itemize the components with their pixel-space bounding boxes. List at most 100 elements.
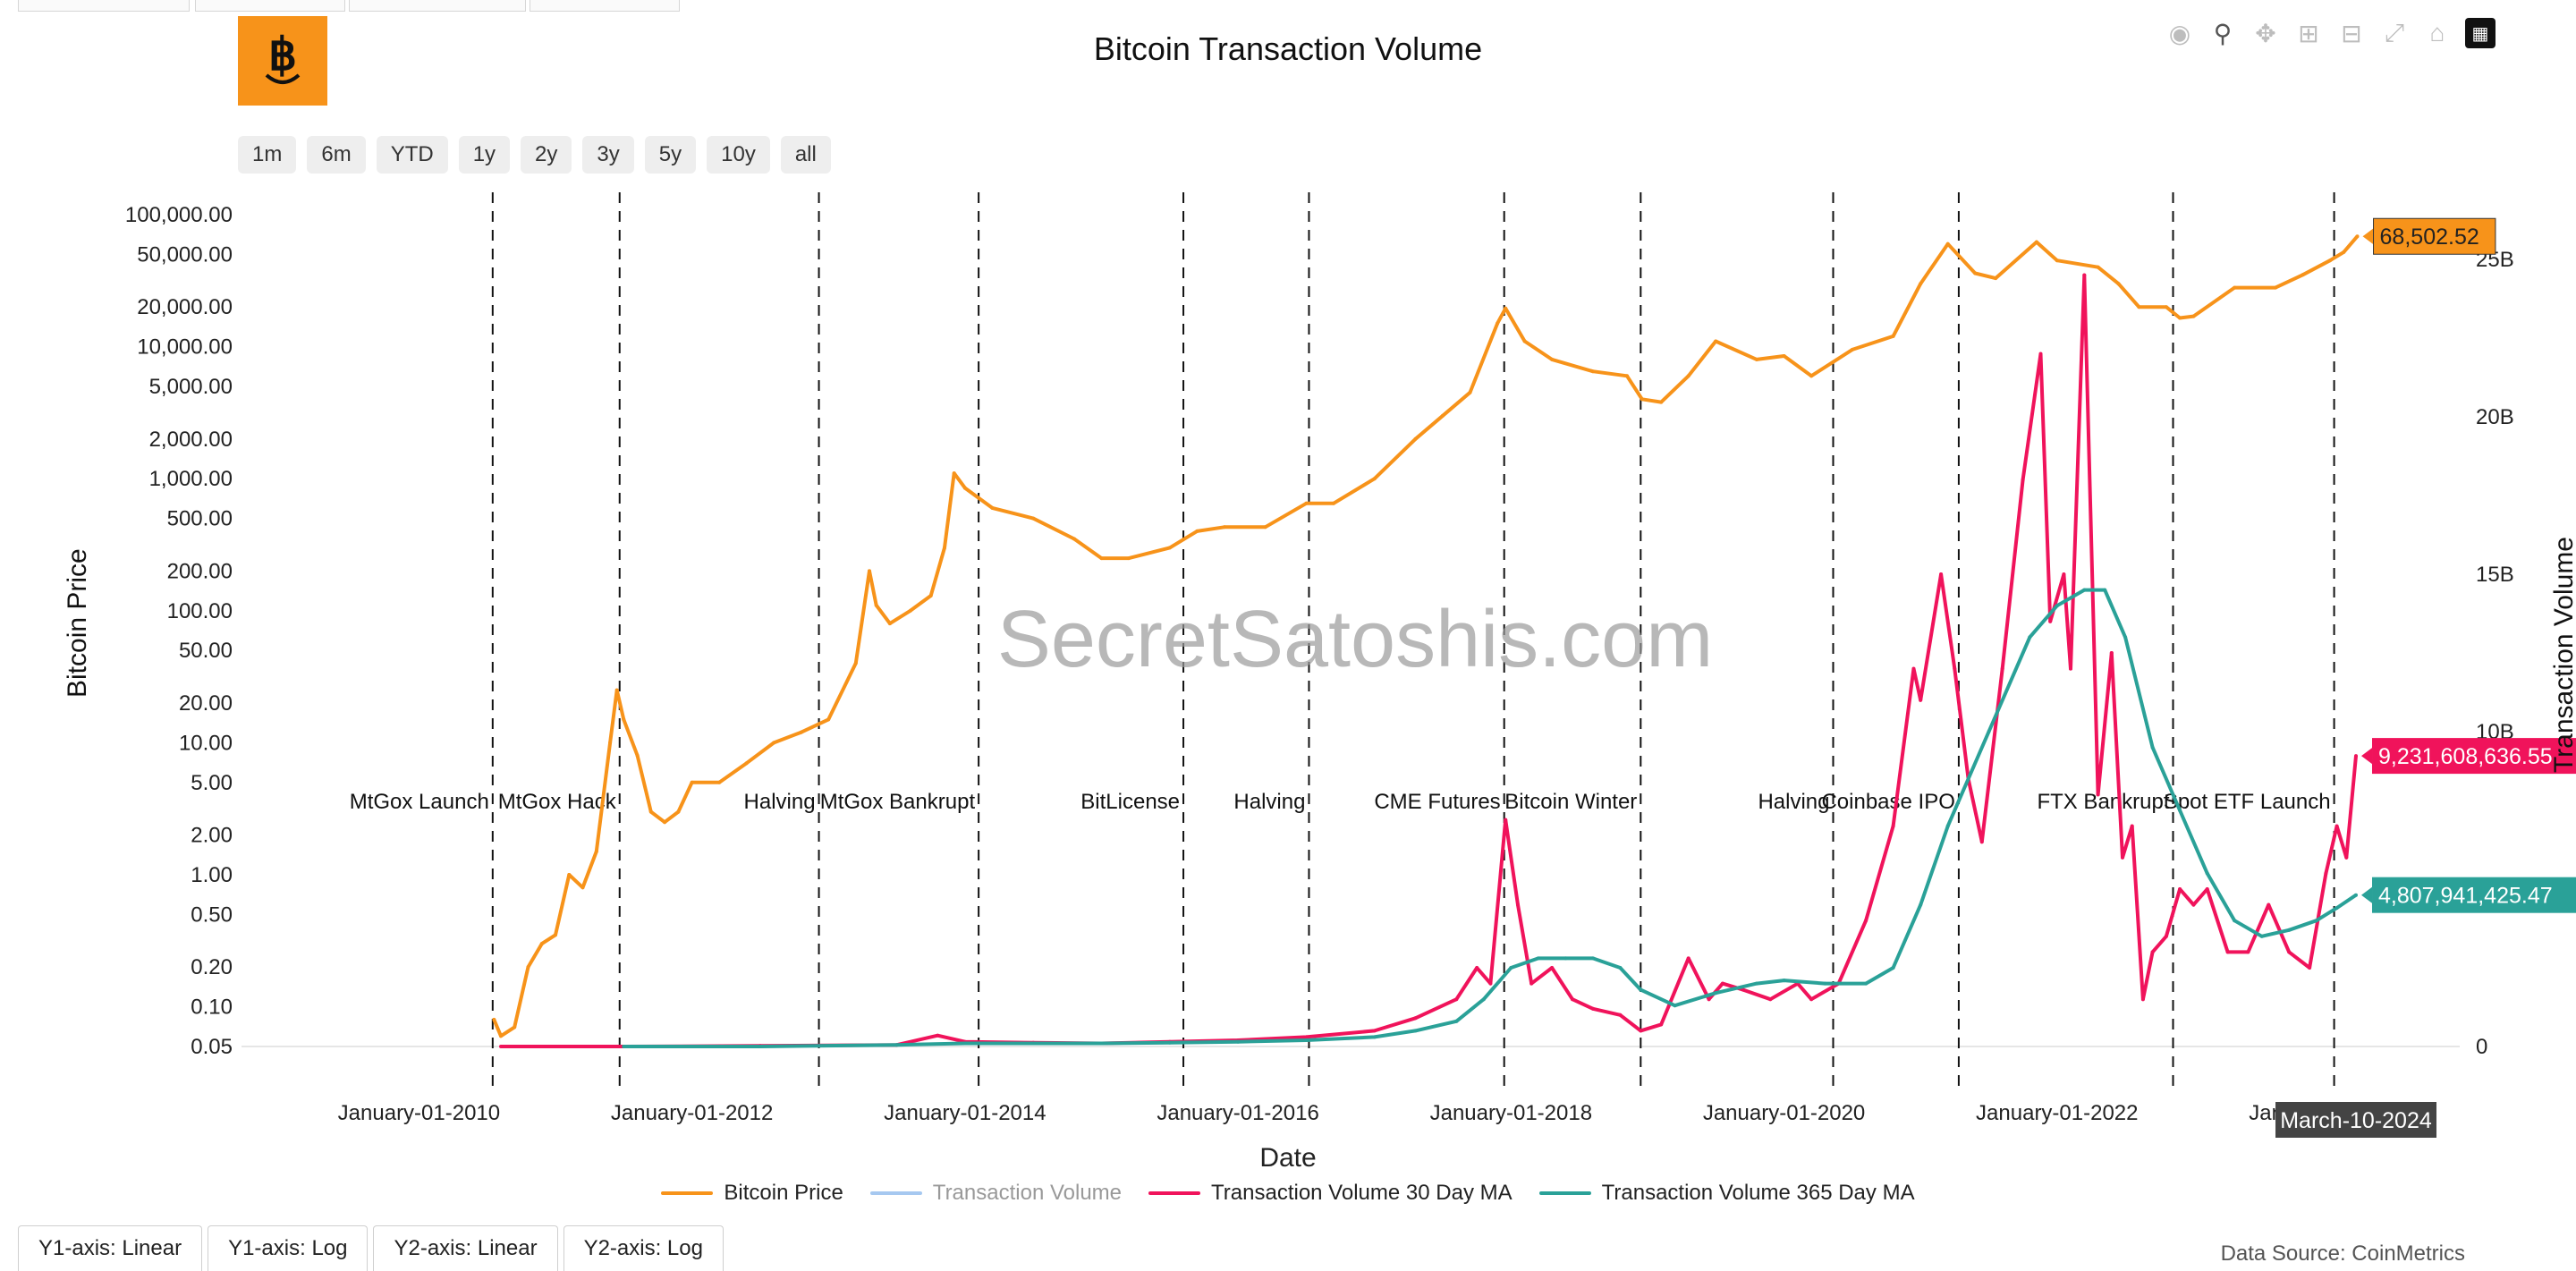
legend-item-bitcoin-price[interactable]: Bitcoin Price [661, 1181, 843, 1206]
data-point-2 [1891, 824, 1895, 828]
data-point-2 [2109, 651, 2114, 655]
plotly-logo-icon[interactable]: ▦ [2465, 18, 2496, 48]
range-button-1y[interactable]: 1y [458, 136, 511, 174]
hover-date-box [2275, 1102, 2437, 1138]
y1-tick-label: 10,000.00 [137, 335, 233, 360]
event-label: FTX Bankrupt [2037, 790, 2169, 814]
tab-stub [195, 0, 345, 12]
data-point-0 [1590, 369, 1595, 374]
data-point-0 [1127, 556, 1131, 561]
data-point-2 [1372, 1029, 1377, 1033]
data-point-2 [2225, 950, 2230, 954]
x-tick-label: January-01-2016 [1157, 1101, 1318, 1125]
data-point-2 [2354, 754, 2358, 758]
range-button-5y[interactable]: 5y [644, 136, 697, 174]
tab-y2-log[interactable]: Y2-axis: Log [563, 1225, 724, 1271]
data-point-2 [1939, 572, 1944, 576]
y1-tick-label: 10.00 [179, 731, 233, 755]
data-point-0 [2274, 285, 2277, 290]
data-point-0 [635, 753, 640, 758]
data-point-0 [1413, 436, 1418, 441]
data-point-0 [928, 594, 933, 597]
data-point-3 [2123, 635, 2128, 640]
data-point-0 [887, 622, 892, 626]
legend-item-volume-365d-ma[interactable]: Transaction Volume 365 Day MA [1538, 1181, 1915, 1206]
legend-swatch [869, 1191, 922, 1195]
data-point-0 [663, 820, 667, 825]
data-point-0 [2164, 305, 2168, 309]
data-point-0 [1031, 516, 1036, 521]
tab-y1-linear[interactable]: Y1-axis: Linear [18, 1225, 203, 1271]
data-point-0 [2328, 258, 2332, 263]
data-point-3 [2150, 745, 2155, 750]
data-point-3 [622, 1045, 626, 1048]
data-point-0 [799, 730, 803, 734]
data-point-0 [1468, 390, 1472, 394]
y1-tick-label: 5,000.00 [149, 375, 233, 399]
data-point-0 [874, 603, 878, 607]
data-point-0 [952, 471, 956, 476]
data-point-2 [1454, 997, 1459, 1002]
watermark-text: SecretSatoshis.com [997, 595, 1713, 684]
range-button-ytd[interactable]: YTD [376, 136, 448, 174]
event-label: Halving [1758, 790, 1829, 814]
data-point-2 [2121, 855, 2124, 860]
data-point-2 [1516, 902, 1520, 907]
reset-home-icon[interactable]: ⌂ [2429, 19, 2445, 47]
y1-tick-label: 5.00 [191, 771, 233, 795]
event-label: Bitcoin Winter [1504, 790, 1637, 814]
pan-icon[interactable]: ✥ [2255, 19, 2276, 47]
data-point-2 [2191, 902, 2196, 907]
zoom-out-icon[interactable]: ⊟ [2341, 19, 2362, 47]
data-point-3 [2287, 928, 2292, 932]
y1-tick-label: 2.00 [191, 824, 233, 848]
data-point-0 [853, 661, 858, 665]
data-point-0 [492, 1017, 496, 1021]
data-point-2 [2062, 572, 2066, 576]
data-point-0 [1919, 282, 1923, 286]
data-point-2 [2150, 950, 2155, 954]
tab-y1-log[interactable]: Y1-axis: Log [208, 1225, 369, 1271]
range-button-1m[interactable]: 1m [238, 136, 297, 174]
range-button-10y[interactable]: 10y [707, 136, 770, 174]
data-point-3 [1372, 1035, 1377, 1039]
camera-icon[interactable]: ◉ [2168, 19, 2191, 47]
data-point-0 [2055, 258, 2059, 263]
data-point-3 [1945, 824, 1950, 828]
data-point-3 [1304, 1038, 1309, 1042]
data-point-2 [1571, 997, 1574, 1002]
range-button-all[interactable]: all [780, 136, 831, 174]
autoscale-icon[interactable]: ⤢ [2384, 18, 2405, 47]
range-button-6m[interactable]: 6m [307, 136, 366, 174]
data-point-3 [2259, 934, 2264, 938]
legend-label: Transaction Volume 365 Day MA [1601, 1181, 1915, 1205]
legend-item-volume-30d-ma[interactable]: Transaction Volume 30 Day MA [1148, 1181, 1513, 1206]
data-point-2 [2205, 887, 2209, 891]
data-point-3 [1618, 966, 1623, 970]
data-point-0 [2116, 282, 2121, 286]
zoom-in-icon[interactable]: ⊞ [2298, 19, 2319, 47]
range-button-3y[interactable]: 3y [582, 136, 634, 174]
data-point-3 [1919, 902, 1923, 907]
data-point-0 [1263, 525, 1267, 530]
data-point-0 [868, 569, 871, 573]
zoom-icon[interactable]: ⚲ [2213, 19, 2233, 47]
legend: Bitcoin Price Transaction Volume Transac… [0, 1181, 2576, 1206]
data-point-0 [1973, 271, 1978, 275]
data-point-0 [2178, 316, 2182, 320]
brand-logo[interactable]: ฿ [238, 16, 327, 106]
y1-tick-label: 1.00 [191, 863, 233, 887]
tab-y2-linear[interactable]: Y2-axis: Linear [373, 1225, 558, 1271]
legend-item-transaction-volume[interactable]: Transaction Volume [869, 1181, 1122, 1206]
data-point-2 [1475, 966, 1479, 970]
data-point-3 [1891, 966, 1895, 970]
data-point-2 [2324, 871, 2328, 876]
data-point-0 [1441, 413, 1445, 418]
data-point-3 [1413, 1029, 1418, 1033]
data-point-0 [1372, 477, 1377, 481]
event-label: MtGox Launch [350, 790, 489, 814]
y1-tick-label: 0.20 [191, 955, 233, 979]
plot-modebar: ◉ ⚲ ✥ ⊞ ⊟ ⤢ ⌂ ▦ [2165, 18, 2496, 48]
range-button-2y[interactable]: 2y [521, 136, 572, 174]
